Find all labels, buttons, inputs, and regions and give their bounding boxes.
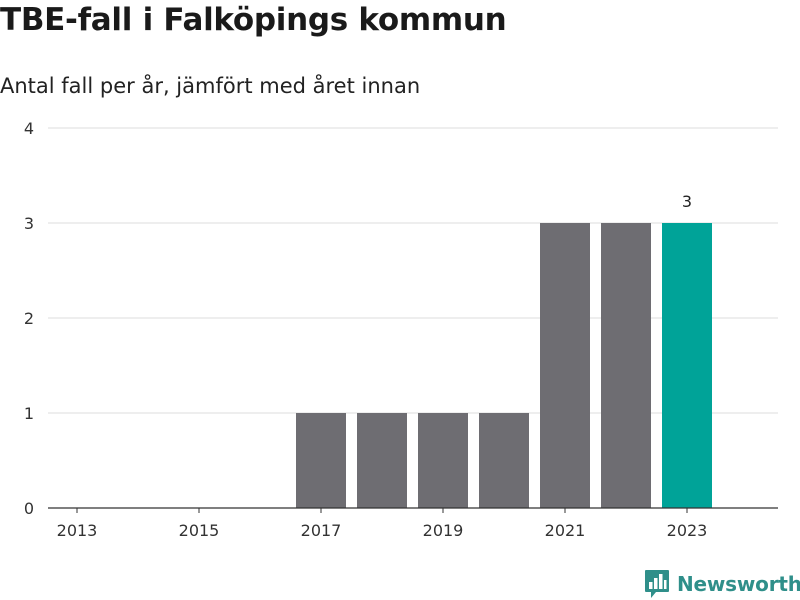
bar-2020	[479, 413, 529, 508]
x-tick-label-2015: 2015	[179, 521, 220, 540]
x-tick-label-2023: 2023	[667, 521, 708, 540]
chart-subtitle: Antal fall per år, jämfört med året inna…	[0, 74, 421, 98]
y-tick-label-3: 3	[24, 214, 34, 233]
x-axis: 2013 2015 2017 2019 2021 2023	[57, 508, 708, 540]
bar-2018	[357, 413, 407, 508]
grid-lines	[48, 127, 778, 414]
y-tick-label-1: 1	[24, 404, 34, 423]
bar-2019	[418, 413, 468, 508]
x-tick-label-2021: 2021	[545, 521, 586, 540]
y-tick-label-4: 4	[24, 119, 34, 138]
bar-2023	[662, 223, 712, 508]
bar-chart-speech-bubble-icon	[645, 570, 669, 598]
bars	[48, 223, 778, 509]
data-label-2023: 3	[682, 192, 692, 211]
y-tick-label-0: 0	[24, 499, 34, 518]
chart-title: TBE-fall i Falköpings kommun	[0, 2, 507, 38]
y-tick-label-2: 2	[24, 309, 34, 328]
brand-logo: Newsworthy	[644, 569, 800, 599]
data-labels: 3	[682, 192, 692, 211]
bar-2021	[540, 223, 590, 508]
x-tick-label-2017: 2017	[301, 521, 342, 540]
bar-2017	[296, 413, 346, 508]
bar-2022	[601, 223, 651, 508]
x-tick-label-2013: 2013	[57, 521, 98, 540]
x-tick-label-2019: 2019	[423, 521, 464, 540]
y-axis: 0 1 2 3 4	[24, 119, 34, 518]
brand-name: Newsworthy	[677, 572, 800, 596]
